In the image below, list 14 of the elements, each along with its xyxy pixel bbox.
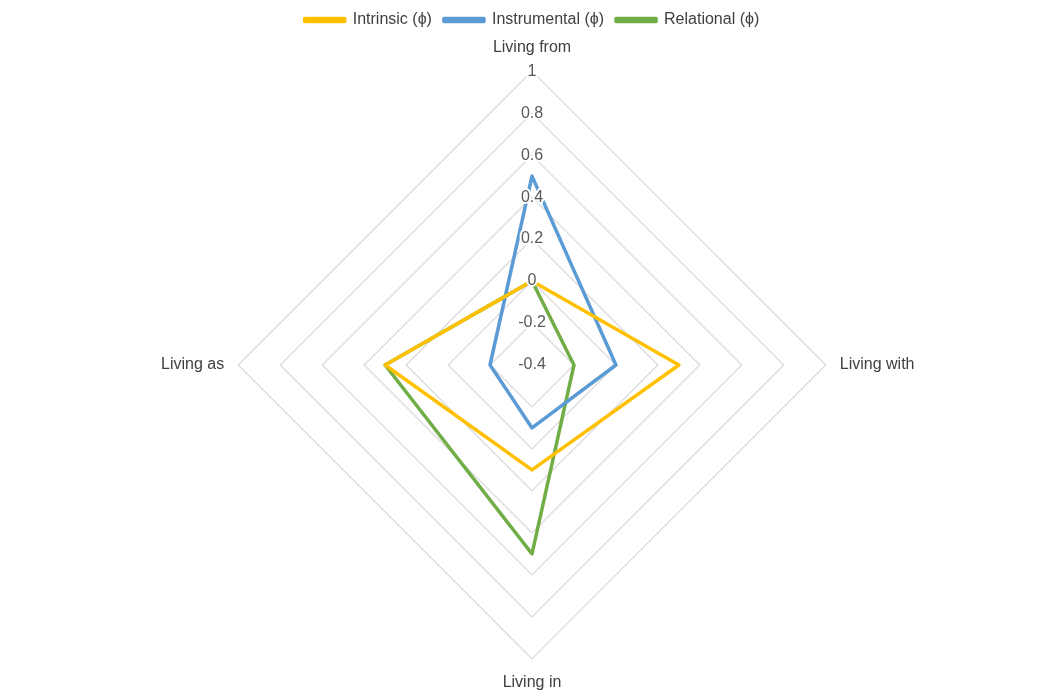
legend-label: Instrumental (ϕ) [491,10,605,28]
y-tick-label: -0.4 [518,355,546,373]
y-tick-label: 0.8 [520,103,544,121]
spoke-label: Living in [502,672,562,690]
legend-label: Relational (ϕ) [664,10,760,28]
legend-label: Intrinsic (ϕ) [352,10,432,28]
y-tick-label: 0.6 [520,145,544,163]
spoke-label: Living with [839,355,915,373]
y-tick-label: 0.2 [520,229,544,247]
y-tick-label: 0 [527,271,537,289]
y-tick-label: -0.2 [518,313,546,331]
spoke-label: Living as [161,355,225,373]
y-tick-label: 1 [527,61,537,79]
spoke-label: Living from [492,38,572,56]
